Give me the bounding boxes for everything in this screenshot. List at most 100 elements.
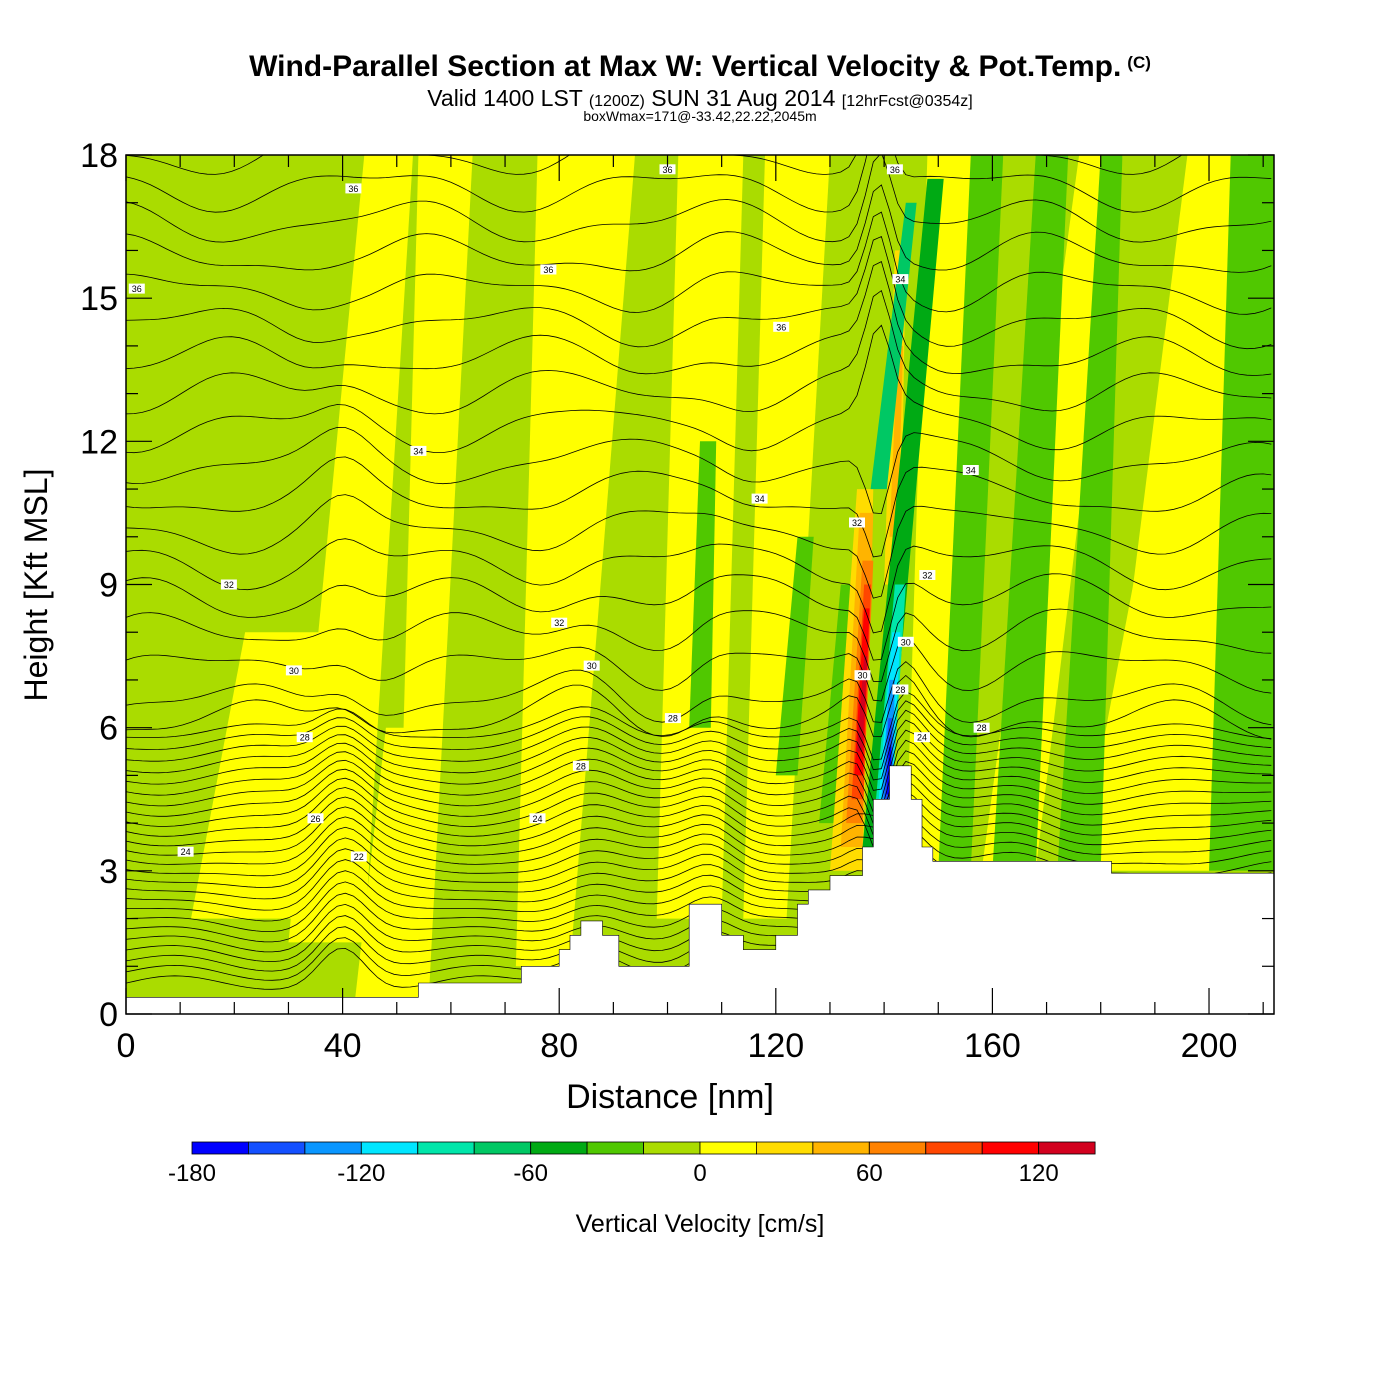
theta-label-box <box>892 684 909 695</box>
theta-label-text: 24 <box>181 847 191 857</box>
theta-label: 36 <box>128 283 145 294</box>
theta-label: 30 <box>897 636 914 647</box>
theta-contour-line <box>126 184 1272 273</box>
theta-label: 24 <box>177 846 194 857</box>
theta-label: 34 <box>892 274 909 285</box>
valid-utc: (1200Z) <box>588 93 645 110</box>
x-tick-label: 0 <box>117 1027 136 1065</box>
theta-label-text: 28 <box>977 723 987 733</box>
colorbar-swatch <box>586 1141 644 1155</box>
theta-label-box <box>897 636 914 647</box>
x-tick-label: 120 <box>747 1027 804 1065</box>
theta-label-box <box>285 665 302 676</box>
positive-band <box>353 727 430 1014</box>
theta-label-text: 36 <box>132 284 142 294</box>
theta-label: 36 <box>886 164 903 175</box>
negative-band <box>775 536 814 776</box>
theta-contour-line <box>126 750 1272 825</box>
colorbar-swatch <box>925 1141 983 1155</box>
theta-contour-line <box>126 709 1272 781</box>
theta-contour-labels: 36 36 36 36 36 36 34 34 34 34 32 32 32 32 30 30 30 30 28 28… <box>128 164 990 862</box>
colorbar-swatch <box>981 1141 1040 1155</box>
colorbar-tick-label: -60 <box>513 1160 548 1187</box>
theta-label-text: 32 <box>922 571 932 581</box>
colorbar-tick-label: 120 <box>1019 1160 1059 1187</box>
theta-label-text: 28 <box>668 714 678 724</box>
theta-label-text: 34 <box>895 275 905 285</box>
theta-label-box <box>350 851 367 862</box>
y-tick-label: 12 <box>80 423 118 461</box>
colorbar-swatch <box>360 1141 419 1155</box>
theta-label: 32 <box>220 579 237 590</box>
theta-label-box <box>583 660 600 671</box>
theta-contour-line <box>126 261 1272 376</box>
theta-label: 30 <box>285 665 302 676</box>
theta-contour-line <box>126 289 1272 415</box>
negative-band <box>613 155 668 919</box>
theta-label-box <box>540 264 557 275</box>
theta-label-box <box>296 732 313 743</box>
theta-label-text: 36 <box>348 184 358 194</box>
y-tick-label: 6 <box>99 710 118 748</box>
theta-contour-line <box>126 729 1272 802</box>
theta-label-box <box>849 517 865 528</box>
colorbar-tick-label: -120 <box>337 1160 385 1187</box>
theta-label-text: 26 <box>310 814 320 824</box>
theta-label: 22 <box>350 851 367 862</box>
theta-label-text: 34 <box>755 494 765 504</box>
theta-label-text: 30 <box>901 637 911 647</box>
theta-label-box <box>659 164 676 175</box>
theta-label: 34 <box>751 493 768 504</box>
x-tick-label: 200 <box>1181 1027 1238 1065</box>
theta-contour-line <box>126 801 1272 856</box>
theta-label-box <box>410 445 427 456</box>
downdraft-outer <box>862 178 944 847</box>
theta-label: 28 <box>664 713 681 724</box>
theta-contour-line <box>126 211 1272 315</box>
theta-label-box <box>962 465 979 475</box>
theta-label-text: 30 <box>289 666 299 676</box>
theta-label: 36 <box>540 264 557 275</box>
boxwmax-note: boxWmax=171@-33.42,22.22,2045m <box>583 108 817 124</box>
theta-contour-line <box>126 573 1272 661</box>
theta-label-text: 32 <box>554 618 564 628</box>
theta-contour-line <box>126 661 1272 726</box>
chart-subtitle: Valid 1400 LST (1200Z) SUN 31 Aug 2014 [… <box>0 85 1400 112</box>
y-tick-label: 18 <box>80 137 118 175</box>
theta-label: 24 <box>914 732 930 743</box>
y-axis-label: Height [Kft MSL] <box>18 469 54 702</box>
theta-label: 36 <box>345 183 362 194</box>
chart-title: Wind-Parallel Section at Max W: Vertical… <box>249 50 1151 83</box>
x-axis-label: Distance [nm] <box>566 1078 774 1116</box>
theta-label-text: 32 <box>852 518 862 528</box>
theta-label-box <box>892 274 909 285</box>
colorbar-swatch <box>247 1141 306 1155</box>
theta-label-box <box>345 183 362 194</box>
positive-band <box>288 155 413 943</box>
colorbar-swatch <box>643 1141 701 1155</box>
positive-band <box>515 155 635 967</box>
theta-label-box <box>854 670 871 681</box>
theta-contour-line <box>126 608 1272 683</box>
theta-label: 28 <box>296 732 313 743</box>
theta-contour-line <box>126 155 1272 243</box>
theta-contour-line <box>126 690 1272 761</box>
updraft-upper-core <box>889 345 904 537</box>
y-tick-label: 9 <box>99 567 118 605</box>
theta-label-box <box>128 283 145 294</box>
theta-label: 32 <box>551 617 568 628</box>
theta-label-text: 34 <box>413 446 423 456</box>
theta-label: 32 <box>849 517 865 528</box>
theta-label-text: 30 <box>857 671 867 681</box>
colorbar-tick-label: 0 <box>693 1160 706 1187</box>
colorbar-tick-label: -180 <box>168 1160 216 1187</box>
theta-contour-line <box>126 456 1272 558</box>
theta-label-text: 24 <box>532 814 542 824</box>
theta-label: 30 <box>583 660 600 671</box>
theta-contour-line <box>126 719 1272 791</box>
negative-band <box>461 155 516 967</box>
theta-label-text: 36 <box>890 165 900 175</box>
terrain-mask <box>126 765 1274 1014</box>
colorbar: -180 -120 -60 0 60 120 Vertical Velocity [cm/s… <box>168 1141 1096 1238</box>
